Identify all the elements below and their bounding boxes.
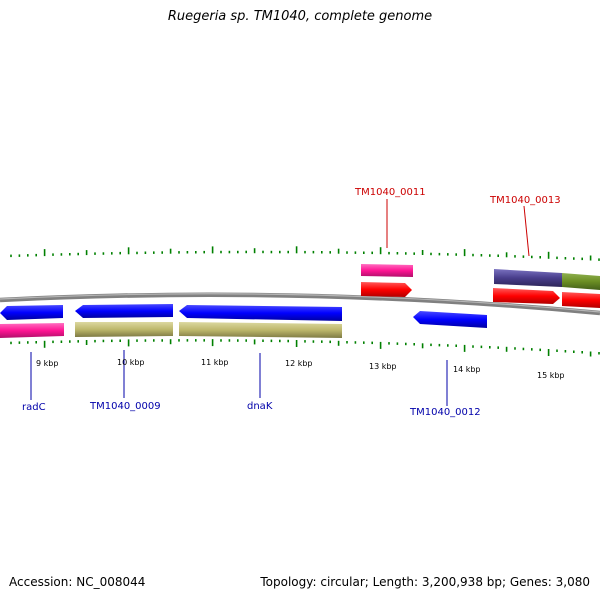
feature-track bbox=[0, 264, 600, 338]
label-TM1040_0013[interactable]: TM1040_0013 bbox=[489, 195, 561, 206]
label-TM1040_0009[interactable]: TM1040_0009 bbox=[89, 401, 161, 412]
cds-TM1040_0009[interactable] bbox=[75, 322, 173, 337]
gene-TM1040_0011[interactable] bbox=[361, 282, 412, 297]
lower-tick-row bbox=[10, 339, 600, 357]
upper-tick-row bbox=[10, 246, 600, 261]
scale-9kbp: 9 kbp bbox=[36, 359, 58, 368]
label-TM1040_0012[interactable]: TM1040_0012 bbox=[409, 407, 481, 418]
label-radC[interactable]: radC bbox=[22, 402, 46, 413]
scale-10kbp: 10 kbp bbox=[117, 358, 145, 367]
scale-labels: 9 kbp 10 kbp 11 kbp 12 kbp 13 kbp 14 kbp… bbox=[36, 358, 565, 380]
scale-12kbp: 12 kbp bbox=[285, 359, 313, 368]
scale-11kbp: 11 kbp bbox=[201, 358, 229, 367]
accession-text: Accession: NC_008044 bbox=[9, 575, 146, 589]
cds-dnaK[interactable] bbox=[179, 322, 342, 338]
label-dnaK[interactable]: dnaK bbox=[247, 401, 273, 412]
scale-15kbp: 15 kbp bbox=[537, 371, 565, 380]
gene-TM1040_0013[interactable] bbox=[493, 288, 560, 304]
feature-TM1040_0011[interactable] bbox=[361, 264, 413, 277]
feature-TM1040_0013-olive[interactable] bbox=[562, 273, 600, 290]
label-leaders bbox=[30, 199, 530, 406]
feature-pink-left[interactable] bbox=[0, 323, 64, 338]
scale-14kbp: 14 kbp bbox=[453, 365, 481, 374]
gene-next-partial[interactable] bbox=[562, 292, 600, 308]
gene-radC[interactable] bbox=[0, 305, 63, 320]
gene-TM1040_0012[interactable] bbox=[413, 311, 487, 328]
map-title: Ruegeria sp. TM1040, complete genome bbox=[167, 9, 433, 24]
gene-TM1040_0009[interactable] bbox=[75, 304, 173, 318]
label-TM1040_0011[interactable]: TM1040_0011 bbox=[354, 187, 426, 198]
gene-labels: radC TM1040_0009 dnaK TM1040_0012 TM1040… bbox=[22, 187, 561, 418]
scale-13kbp: 13 kbp bbox=[369, 362, 397, 371]
genome-backbone bbox=[0, 292, 600, 316]
gene-dnaK[interactable] bbox=[179, 305, 342, 321]
topology-summary: Topology: circular; Length: 3,200,938 bp… bbox=[260, 575, 590, 589]
feature-TM1040_0013-purple[interactable] bbox=[494, 269, 562, 287]
